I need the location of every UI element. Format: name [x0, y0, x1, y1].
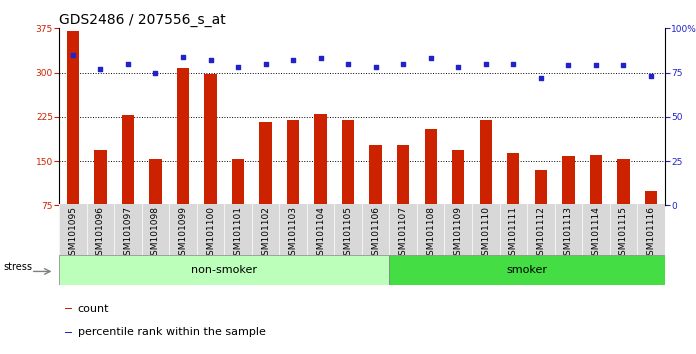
Point	[425, 56, 436, 61]
Point	[150, 70, 161, 75]
Bar	[94, 150, 106, 250]
Point	[287, 57, 299, 63]
Text: GSM101103: GSM101103	[289, 206, 298, 261]
Text: GSM101100: GSM101100	[206, 206, 215, 261]
Text: GSM101112: GSM101112	[537, 206, 546, 261]
Bar	[287, 120, 299, 250]
Text: GSM101111: GSM101111	[509, 206, 518, 261]
Bar	[617, 159, 630, 250]
Bar	[644, 190, 657, 250]
Text: GSM101102: GSM101102	[261, 206, 270, 261]
Text: GSM101104: GSM101104	[316, 206, 325, 261]
Bar	[260, 121, 271, 250]
Bar	[507, 153, 519, 250]
Bar	[397, 144, 409, 250]
Point	[563, 63, 574, 68]
Bar	[370, 144, 382, 250]
Point	[95, 66, 106, 72]
Bar	[535, 170, 547, 250]
Point	[315, 56, 326, 61]
Bar	[150, 159, 161, 250]
Text: stress: stress	[3, 262, 32, 272]
Point	[397, 61, 409, 67]
Point	[590, 63, 601, 68]
Text: non-smoker: non-smoker	[191, 265, 258, 275]
Point	[177, 54, 189, 59]
Point	[480, 61, 491, 67]
Bar	[232, 159, 244, 250]
Point	[370, 64, 381, 70]
Text: count: count	[78, 304, 109, 314]
Text: GSM101115: GSM101115	[619, 206, 628, 261]
Text: GSM101107: GSM101107	[399, 206, 408, 261]
Point	[68, 52, 79, 58]
Bar	[390, 255, 665, 285]
Bar	[315, 114, 327, 250]
Point	[205, 57, 216, 63]
Text: GSM101110: GSM101110	[481, 206, 490, 261]
Text: smoker: smoker	[507, 265, 548, 275]
Point	[342, 61, 354, 67]
Bar	[425, 129, 437, 250]
Text: GSM101108: GSM101108	[426, 206, 435, 261]
Text: GSM101114: GSM101114	[592, 206, 601, 261]
Point	[535, 75, 546, 81]
Text: GDS2486 / 207556_s_at: GDS2486 / 207556_s_at	[59, 13, 226, 27]
Text: GSM101097: GSM101097	[123, 206, 132, 261]
Text: GSM101109: GSM101109	[454, 206, 463, 261]
Bar	[590, 155, 602, 250]
Text: GSM101105: GSM101105	[344, 206, 353, 261]
Bar	[67, 31, 79, 250]
Point	[645, 73, 656, 79]
Text: GSM101106: GSM101106	[371, 206, 380, 261]
Bar	[562, 156, 574, 250]
Text: GSM101096: GSM101096	[96, 206, 105, 261]
Text: GSM101098: GSM101098	[151, 206, 160, 261]
Bar	[177, 68, 189, 250]
Point	[618, 63, 629, 68]
Bar	[480, 120, 492, 250]
Text: GSM101116: GSM101116	[647, 206, 656, 261]
Point	[232, 64, 244, 70]
Point	[260, 61, 271, 67]
Bar	[122, 115, 134, 250]
Text: GSM101113: GSM101113	[564, 206, 573, 261]
Point	[122, 61, 134, 67]
Bar	[59, 255, 390, 285]
Text: GSM101099: GSM101099	[178, 206, 187, 261]
Bar	[65, 308, 72, 309]
Text: GSM101101: GSM101101	[234, 206, 243, 261]
Bar	[205, 74, 216, 250]
Text: percentile rank within the sample: percentile rank within the sample	[78, 327, 266, 337]
Bar	[342, 120, 354, 250]
Bar	[452, 150, 464, 250]
Text: GSM101095: GSM101095	[68, 206, 77, 261]
Point	[452, 64, 464, 70]
Point	[507, 61, 519, 67]
